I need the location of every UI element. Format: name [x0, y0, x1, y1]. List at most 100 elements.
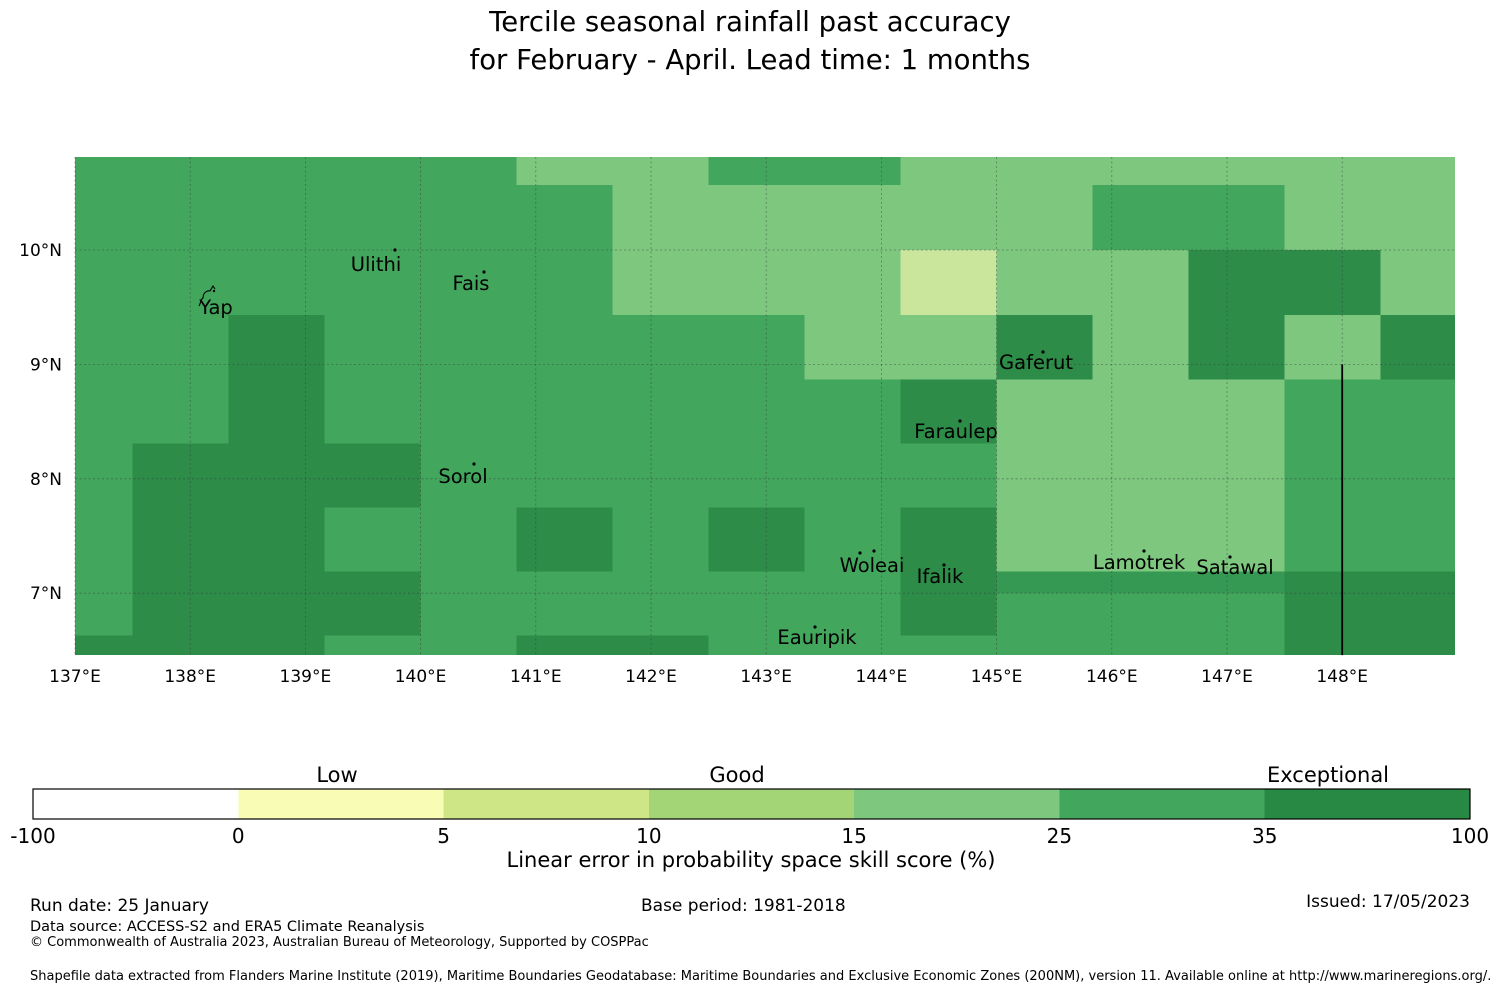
map-cell: [1188, 507, 1285, 572]
map-cell: [1188, 443, 1285, 508]
y-tick-label: 8°N: [30, 470, 62, 490]
map-cell: [132, 315, 229, 380]
island-dot-icon: [1228, 555, 1232, 559]
map-cell: [132, 250, 229, 316]
x-tick-label: 139°E: [280, 667, 332, 687]
x-tick-label: 144°E: [856, 667, 908, 687]
map-cell: [612, 443, 709, 508]
footer-base-period: Base period: 1981-2018: [641, 896, 846, 916]
colorbar-tick-label: -100: [10, 824, 55, 848]
map-cell: [1188, 157, 1285, 185]
map-cell: [1380, 571, 1456, 636]
map-cell: [420, 379, 517, 444]
map-cell: [420, 157, 517, 185]
map-cell: [324, 184, 421, 250]
map-cell: [1092, 635, 1189, 656]
map-cell: [228, 184, 325, 250]
map-cell: [996, 635, 1093, 656]
map-cell: [900, 635, 997, 656]
island-dot-icon: [858, 551, 862, 555]
colorbar-segment: [1059, 789, 1265, 819]
map-cell: [132, 379, 229, 444]
map-cell: [1380, 184, 1456, 250]
map-cell: [228, 379, 325, 444]
map-cell: [324, 507, 421, 572]
x-tick-label: 141°E: [510, 667, 562, 687]
map-cell: [1092, 443, 1189, 508]
colorbar-category-label: Good: [709, 763, 764, 787]
map-cell: [1284, 315, 1381, 380]
map-cell: [516, 250, 613, 316]
map-cell: [132, 157, 229, 185]
footer-shapefile-note: Shapefile data extracted from Flanders M…: [30, 969, 1491, 984]
map-cell: [900, 157, 997, 185]
map-cell: [708, 250, 805, 316]
map-cell: [228, 443, 325, 508]
map-cell: [612, 184, 709, 250]
island-label: Fais: [453, 272, 490, 295]
map-cell: [708, 507, 805, 572]
map-cell: [228, 250, 325, 316]
map-cell: [1092, 250, 1189, 316]
footer-data-source: Data source: ACCESS-S2 and ERA5 Climate …: [30, 919, 424, 935]
island-dot-icon: [472, 462, 476, 466]
colorbar: -100 0 5 10 15 25 35 100 Low Good Exceptional: [10, 763, 1489, 848]
map-cell: [420, 250, 517, 316]
colorbar-segment: [33, 789, 239, 819]
map-cell: [996, 507, 1093, 572]
title-line-2: for February - April. Lead time: 1 month…: [470, 44, 1031, 76]
map-cell: [1380, 635, 1456, 656]
map-cell: [708, 571, 805, 636]
map-cell: [132, 571, 229, 636]
map-cell: [324, 250, 421, 316]
map-cell: [900, 507, 997, 572]
footer-copyright: © Commonwealth of Australia 2023, Austra…: [30, 935, 649, 950]
map-cell: [420, 635, 517, 656]
island-label: Ulithi: [351, 253, 402, 276]
map-cell: [324, 157, 421, 185]
map-cell: [75, 157, 133, 185]
map-cell: [1284, 635, 1381, 656]
map-raster: [75, 157, 1456, 656]
map-cell: [132, 184, 229, 250]
map-cell: [228, 507, 325, 572]
map-cell: [708, 157, 805, 185]
map-cell: [804, 379, 901, 444]
map-cell: [420, 507, 517, 572]
x-tick-label: 140°E: [395, 667, 447, 687]
map-cell: [1188, 184, 1285, 250]
colorbar-segment: [854, 789, 1060, 819]
x-tick-label: 143°E: [740, 667, 792, 687]
map-cell: [708, 184, 805, 250]
colorbar-axis-label: Linear error in probability space skill …: [507, 848, 996, 872]
map-cell: [612, 315, 709, 380]
map-cell: [900, 315, 997, 380]
footer-run-date: Run date: 25 January: [30, 896, 209, 916]
colorbar-tick-label: 5: [437, 824, 450, 848]
map-cell: [75, 507, 133, 572]
map-cell: [804, 443, 901, 508]
map-cell: [516, 315, 613, 380]
island-label: Lamotrek: [1093, 551, 1186, 574]
map-cell: [1092, 184, 1189, 250]
map-cell: [612, 507, 709, 572]
map-cell: [75, 315, 133, 380]
island-label: Yap: [198, 296, 233, 319]
island-labels: Yap Ulithi Fais Gaferut Faraulep Sorol Woleai I…: [198, 248, 1274, 649]
map-cell: [228, 315, 325, 380]
map-cell: [516, 507, 613, 572]
map-cell: [228, 571, 325, 636]
map-cell: [1092, 379, 1189, 444]
colorbar-category-label: Exceptional: [1267, 763, 1389, 787]
map-cell: [228, 635, 325, 656]
map-cell: [708, 443, 805, 508]
map-cell: [516, 379, 613, 444]
map-cell: [1380, 507, 1456, 572]
island-dot-icon: [872, 549, 876, 553]
colorbar-frame: [32, 788, 1471, 820]
map-cell: [708, 315, 805, 380]
x-tick-label: 145°E: [971, 667, 1023, 687]
colorbar-tick-label: 100: [1451, 824, 1489, 848]
map-cell: [1092, 507, 1189, 572]
map-cell: [324, 379, 421, 444]
